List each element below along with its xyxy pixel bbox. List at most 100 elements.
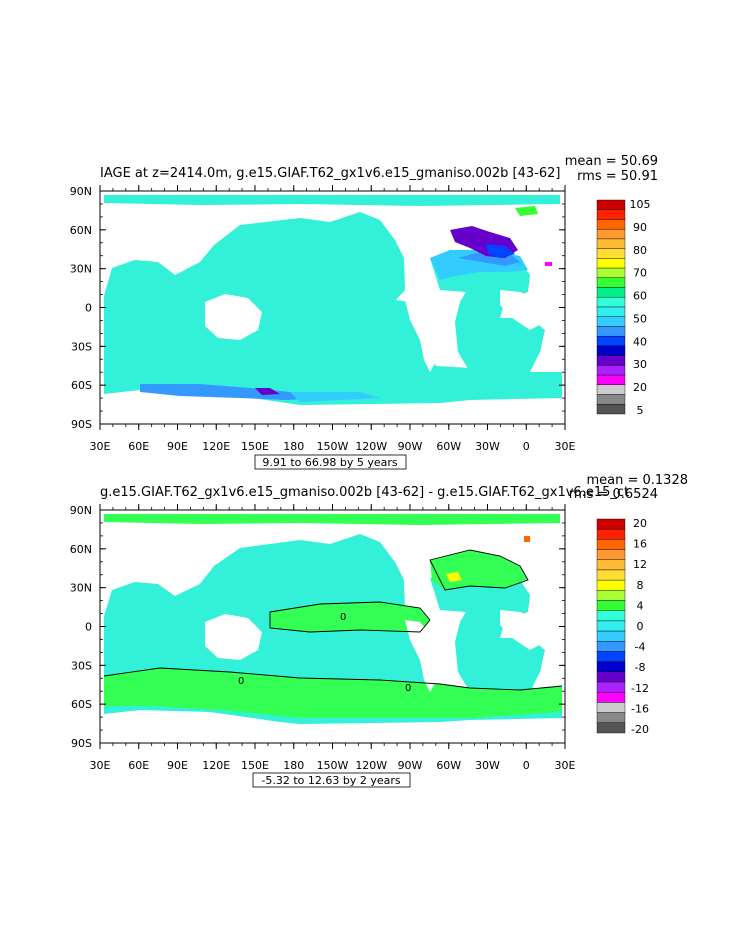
lon-tick-label: 60W — [436, 759, 461, 772]
panel-2-range-box — [252, 772, 411, 788]
panel-2-lon-ticks: 30E 60E 90E 120E 150E 180 150W 120W 90W 60W 30W 0 30… — [90, 504, 576, 772]
lon-tick-label: 120W — [355, 759, 387, 772]
panel-2-mean: mean = 0.1328 — [586, 473, 688, 488]
ocean-pacific-indian — [104, 212, 562, 405]
lat-tick-label: 90S — [71, 737, 92, 750]
lon-tick-label: 90W — [398, 440, 423, 453]
lon-tick-label: 150E — [241, 759, 269, 772]
contour-line — [103, 667, 563, 691]
panel-1-lon-ticks: 30E 60E 90E 120E 150E 180 150W 120W 90W 60W 30W 0 30… — [90, 185, 576, 453]
colorbar-label: -12 — [631, 682, 649, 695]
colorbar-swatch — [596, 287, 626, 298]
ocean-arctic — [104, 514, 560, 525]
colorbar-swatch — [596, 355, 626, 366]
colorbar-swatch — [596, 641, 626, 652]
panel-2-colorbar: 20 16 12 8 4 0 -4 -8 -12 -16 -20 — [596, 517, 649, 736]
contour-label: 0 — [405, 683, 411, 694]
colorbar-swatch — [596, 335, 626, 347]
colorbar-swatch — [596, 722, 626, 734]
panel-2-map: 0 0 0 — [100, 510, 565, 743]
colorbar-label: 12 — [633, 558, 647, 571]
colorbar-swatch — [596, 238, 626, 249]
colorbar-label: 16 — [633, 538, 647, 551]
panel-2-rms: rms = 0.6524 — [569, 487, 658, 502]
lon-tick-label: 90W — [398, 759, 423, 772]
panel-1-range-text: 9.91 to 66.98 by 5 years — [262, 456, 398, 469]
panel-1-range-box — [254, 454, 407, 470]
lon-tick-label: 60W — [436, 440, 461, 453]
colorbar-swatch — [596, 394, 626, 405]
land-south-america — [405, 620, 440, 692]
colorbar-swatch — [596, 559, 626, 571]
colorbar-label: 30 — [633, 358, 647, 371]
panel-1-map — [100, 191, 565, 424]
colorbar-swatch — [596, 702, 626, 713]
colorbar-label: 40 — [633, 335, 647, 348]
lat-tick-label: 0 — [85, 621, 92, 634]
lon-tick-label: 60E — [128, 759, 149, 772]
colorbar-label: 5 — [637, 404, 644, 417]
colorbar-label: 105 — [630, 198, 651, 211]
lon-tick-label: 30E — [555, 759, 576, 772]
land-africa — [500, 290, 545, 330]
colorbar-swatch — [596, 681, 626, 693]
lon-tick-label: 30E — [90, 759, 111, 772]
lon-tick-label: 180 — [283, 759, 304, 772]
colorbar-label: 8 — [637, 579, 644, 592]
panel-1: IAGE at z=2414.0m, g.e15.GIAF.T62_gx1v6.… — [70, 154, 658, 470]
panel-1-colorbar: 105 90 80 70 60 50 40 30 20 5 — [596, 198, 651, 417]
colorbar-swatch — [596, 620, 626, 632]
lon-tick-label: 90E — [167, 440, 188, 453]
colorbar-swatch — [596, 345, 626, 356]
colorbar-label: 0 — [637, 620, 644, 633]
ocean-redpatch — [524, 536, 530, 542]
contour-label: 0 — [238, 676, 244, 687]
ocean-south-green — [104, 668, 562, 718]
colorbar-swatch — [596, 374, 626, 386]
colorbar-swatch — [596, 590, 626, 601]
lon-tick-label: 30W — [475, 440, 500, 453]
colorbar-label: -16 — [631, 702, 649, 715]
colorbar-swatch — [596, 228, 626, 240]
contour-line — [429, 549, 529, 591]
ocean-greenland-patch — [515, 206, 538, 216]
lon-tick-label: 150W — [317, 759, 349, 772]
lon-tick-label: 120E — [202, 440, 230, 453]
colorbar-swatch — [596, 365, 626, 376]
lat-tick-label: 30S — [71, 659, 92, 672]
colorbar-swatch — [596, 630, 626, 642]
colorbar-swatch — [596, 384, 626, 395]
colorbar-swatch — [596, 277, 626, 288]
lat-tick-label: 60N — [70, 543, 92, 556]
colorbar-swatch — [596, 661, 626, 673]
colorbar-swatch — [596, 219, 626, 230]
lat-tick-label: 30S — [71, 340, 92, 353]
colorbar-label: 80 — [633, 244, 647, 257]
colorbar-swatch — [596, 528, 626, 540]
panel-2: g.e15.GIAF.T62_gx1v6.e15_gmaniso.002b [4… — [70, 473, 688, 788]
colorbar-label: 60 — [633, 290, 647, 303]
colorbar-swatch — [596, 199, 626, 210]
contour-label: 0 — [340, 612, 346, 623]
colorbar-swatch — [596, 712, 626, 724]
ocean-southern-blue — [140, 384, 330, 400]
colorbar-swatch — [596, 297, 626, 308]
panel-1-rms: rms = 50.91 — [577, 169, 658, 184]
ocean-yellow-patch — [446, 572, 462, 582]
colorbar-swatch — [596, 267, 626, 279]
lat-tick-label: 90N — [70, 185, 92, 198]
colorbar-swatch — [596, 248, 626, 259]
colorbar-swatch — [596, 651, 626, 662]
lat-tick-label: 90N — [70, 504, 92, 517]
land-australia — [205, 614, 262, 660]
contour-line — [269, 601, 431, 633]
colorbar-label: -4 — [635, 641, 646, 654]
panel-2-lat-ticks: 90N 60N 30N 0 30S 60S 90S — [70, 504, 565, 750]
colorbar-swatch — [596, 306, 626, 317]
colorbar-swatch — [596, 518, 626, 530]
lon-tick-label: 30W — [475, 759, 500, 772]
colorbar-label: 70 — [633, 267, 647, 280]
lat-tick-label: 0 — [85, 302, 92, 315]
panel-1-lat-ticks: 90N 60N 30N 0 30S 60S 90S — [70, 185, 565, 431]
colorbar-swatch — [596, 549, 626, 560]
